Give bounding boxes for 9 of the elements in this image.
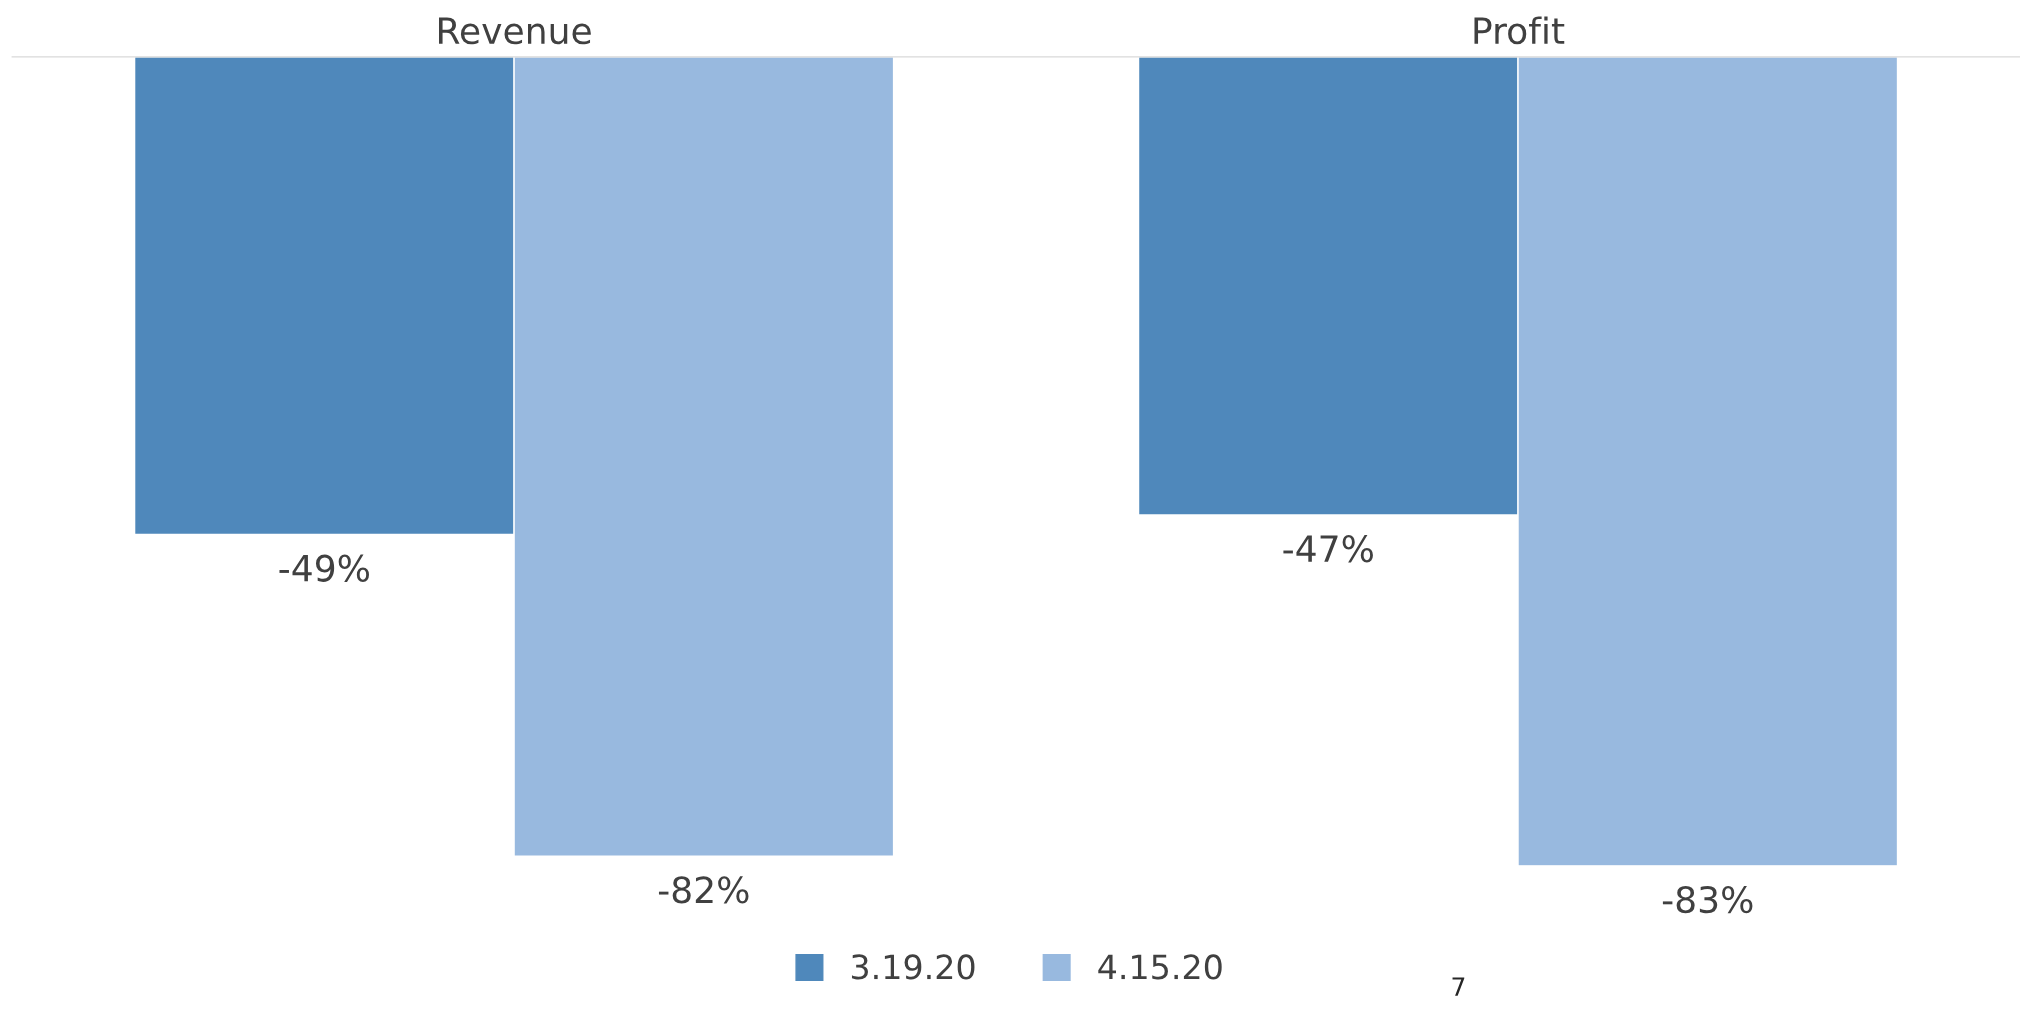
legend-label: 3.19.20 (851, 954, 975, 980)
text: 7 (1452, 977, 1465, 996)
data-label: -49% (279, 554, 369, 582)
data-label: -82% (658, 876, 749, 904)
data-label: -47% (1283, 535, 1373, 563)
legend-label: 4.15.20 (1098, 954, 1222, 980)
x-tick-label: Profit (1474, 16, 1565, 45)
x-tick-label: Revenue (439, 17, 591, 45)
data-label: -83% (1662, 885, 1753, 914)
